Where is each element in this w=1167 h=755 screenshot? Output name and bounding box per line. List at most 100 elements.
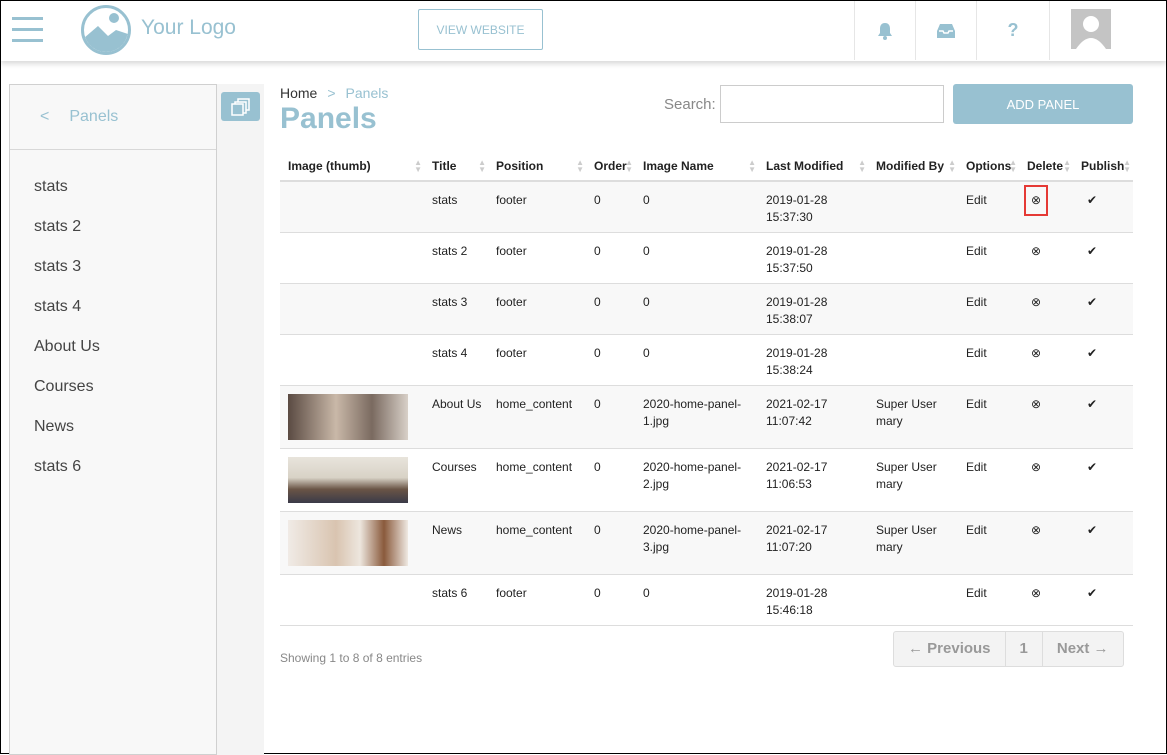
thumb-cell <box>280 232 424 284</box>
column-header[interactable]: Publish ▲ ▼ <box>1073 151 1133 182</box>
breadcrumb-current: Panels <box>345 85 389 101</box>
publish-check-icon[interactable]: ✔ <box>1087 243 1098 258</box>
order-cell: 0 <box>586 181 635 233</box>
sidebar-item[interactable]: stats <box>34 178 68 195</box>
column-header[interactable]: Last Modified ▲ ▼ <box>758 151 868 182</box>
column-header[interactable]: Image (thumb) ▲ ▼ <box>280 151 424 182</box>
column-header[interactable]: Order ▲ ▼ <box>586 151 635 182</box>
sort-icon[interactable]: ▲ ▼ <box>948 158 956 174</box>
edit-link[interactable]: Edit <box>958 385 1019 449</box>
delete-icon[interactable]: ⊗ <box>1031 585 1042 600</box>
page-1-button[interactable]: 1 <box>1006 632 1043 666</box>
delete-icon[interactable]: ⊗ <box>1031 396 1042 411</box>
delete-icon[interactable]: ⊗ <box>1031 345 1042 360</box>
previous-button[interactable]: ← Previous <box>894 632 1006 666</box>
edit-link[interactable]: Edit <box>958 511 1019 575</box>
sidebar-item[interactable]: stats 4 <box>34 298 82 315</box>
add-panel-button[interactable]: ADD PANEL <box>953 84 1133 124</box>
edit-link[interactable]: Edit <box>958 232 1019 284</box>
sidebar-item[interactable]: Courses <box>34 378 94 395</box>
publish-check-icon[interactable]: ✔ <box>1087 522 1098 537</box>
order-cell: 0 <box>586 283 635 335</box>
sidebar-item[interactable]: stats 3 <box>34 258 82 275</box>
table-row: Courses home_content 0 2020-home-panel-2.jp… <box>280 448 1133 512</box>
publish-check-icon[interactable]: ✔ <box>1087 585 1098 600</box>
modified-cell: 2021-02-17 11:06:53 <box>758 448 868 512</box>
logo-icon[interactable] <box>81 5 131 55</box>
edit-link[interactable]: Edit <box>958 181 1019 233</box>
sort-icon[interactable]: ▲ ▼ <box>1009 158 1017 174</box>
sidebar-item[interactable]: stats 2 <box>34 218 82 235</box>
publish-cell: ✔ <box>1073 385 1133 449</box>
thumb-cell <box>280 448 424 512</box>
title-cell: stats 6 <box>424 574 488 626</box>
edit-link[interactable]: Edit <box>958 448 1019 512</box>
position-cell: footer <box>488 574 586 626</box>
modified-cell: 2019-01-28 15:37:50 <box>758 232 868 284</box>
publish-check-icon[interactable]: ✔ <box>1087 459 1098 474</box>
column-header[interactable]: Modified By ▲ ▼ <box>868 151 958 182</box>
title-cell: stats 3 <box>424 283 488 335</box>
column-header[interactable]: Position ▲ ▼ <box>488 151 586 182</box>
sort-icon[interactable]: ▲ ▼ <box>1063 158 1071 174</box>
delete-icon[interactable]: ⊗ <box>1031 294 1042 309</box>
sidebar-item[interactable]: News <box>34 418 75 435</box>
table-row: stats 3 footer 0 0 2019-01-28 15:38:07 Edit ⊗ ✔ <box>280 283 1133 335</box>
breadcrumb-home[interactable]: Home <box>280 85 318 101</box>
column-header[interactable]: Options ▲ ▼ <box>958 151 1019 182</box>
hamburger-menu-icon[interactable] <box>12 17 43 50</box>
order-cell: 0 <box>586 232 635 284</box>
column-header[interactable]: Title ▲ ▼ <box>424 151 488 182</box>
position-cell: footer <box>488 334 586 386</box>
bell-icon[interactable] <box>854 1 915 60</box>
table-row: stats 4 footer 0 0 2019-01-28 15:38:24 Edit ⊗ ✔ <box>280 334 1133 386</box>
delete-icon[interactable]: ⊗ <box>1031 243 1042 258</box>
publish-check-icon[interactable]: ✔ <box>1087 396 1098 411</box>
modified-cell: 2019-01-28 15:38:07 <box>758 283 868 335</box>
column-header-label: Last Modified <box>766 158 844 173</box>
sort-icon[interactable]: ▲ ▼ <box>625 158 633 174</box>
position-cell: home_content <box>488 448 586 512</box>
column-header[interactable]: Delete ▲ ▼ <box>1019 151 1073 182</box>
delete-icon[interactable]: ⊗ <box>1031 522 1042 537</box>
sort-icon[interactable]: ▲ ▼ <box>414 158 422 174</box>
column-header-label: Modified By <box>876 158 944 173</box>
sort-icon[interactable]: ▲ ▼ <box>858 158 866 174</box>
logo-text[interactable]: Your Logo <box>141 16 236 39</box>
lecture-photo <box>288 456 408 503</box>
delete-icon[interactable]: ⊗ <box>1031 459 1042 474</box>
secondary-column <box>217 84 264 755</box>
thumb-cell <box>280 574 424 626</box>
edit-link[interactable]: Edit <box>958 283 1019 335</box>
entries-info: Showing 1 to 8 of 8 entries <box>280 651 423 665</box>
publish-check-icon[interactable]: ✔ <box>1087 345 1098 360</box>
user-menu[interactable] <box>1049 1 1166 60</box>
avatar[interactable] <box>1071 9 1111 49</box>
next-button[interactable]: Next → <box>1056 640 1109 657</box>
delete-cell: ⊗ <box>1019 283 1073 335</box>
view-website-button[interactable]: VIEW WEBSITE <box>418 9 543 50</box>
by-cell: Super User mary <box>868 511 958 575</box>
edit-link[interactable]: Edit <box>958 574 1019 626</box>
copy-icon[interactable] <box>221 92 260 121</box>
title-cell: Courses <box>424 448 488 512</box>
delete-cell: ⊗ <box>1019 574 1073 626</box>
publish-check-icon[interactable]: ✔ <box>1087 294 1098 309</box>
search-input[interactable] <box>720 85 944 123</box>
sidebar-item[interactable]: stats 6 <box>34 458 82 475</box>
edit-link[interactable]: Edit <box>958 334 1019 386</box>
sort-icon[interactable]: ▲ ▼ <box>576 158 584 174</box>
sidebar-back[interactable]: < Panels <box>10 85 216 150</box>
delete-icon[interactable]: ⊗ <box>1023 185 1049 216</box>
inbox-icon[interactable] <box>915 1 976 60</box>
column-header[interactable]: Image Name ▲ ▼ <box>635 151 758 182</box>
publish-check-icon[interactable]: ✔ <box>1087 193 1098 207</box>
sort-icon[interactable]: ▲ ▼ <box>478 158 486 174</box>
classroom-photo <box>288 393 408 440</box>
title-cell: About Us <box>424 385 488 449</box>
delete-cell: ⊗ <box>1019 385 1073 449</box>
sort-icon[interactable]: ▲ ▼ <box>748 158 756 174</box>
sidebar-item[interactable]: About Us <box>34 338 100 355</box>
help-icon[interactable]: ? <box>976 1 1049 60</box>
sort-icon[interactable]: ▲ ▼ <box>1123 158 1131 174</box>
